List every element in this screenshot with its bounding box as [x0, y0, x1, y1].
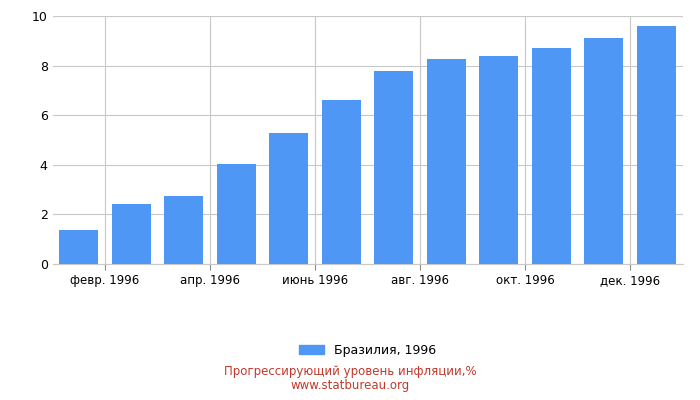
Text: Прогрессирующий уровень инфляции,%: Прогрессирующий уровень инфляции,% [224, 365, 476, 378]
Legend: Бразилия, 1996: Бразилия, 1996 [294, 339, 441, 362]
Text: www.statbureau.org: www.statbureau.org [290, 379, 410, 392]
Bar [164, 196, 204, 264]
Bar [636, 26, 676, 264]
Bar [584, 38, 624, 264]
Bar [111, 204, 151, 264]
Bar [59, 230, 99, 264]
Bar [269, 132, 309, 264]
Bar [479, 56, 519, 264]
Bar [321, 100, 361, 264]
Bar [531, 48, 571, 264]
Bar [216, 164, 256, 264]
Bar [426, 59, 466, 264]
Bar [374, 70, 414, 264]
